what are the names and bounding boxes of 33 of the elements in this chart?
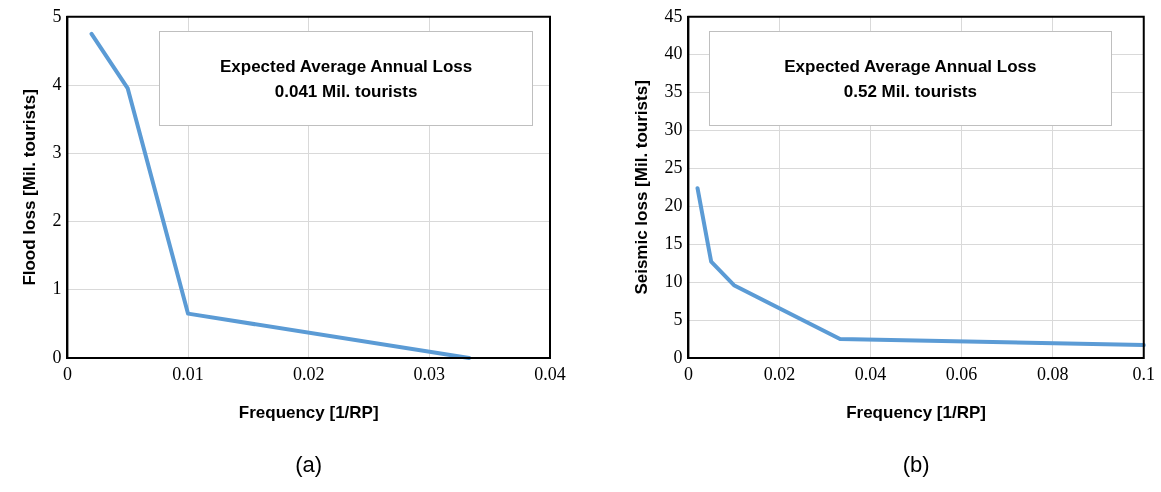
text: (b)	[902, 452, 930, 478]
x-tick-label: 0.01	[172, 363, 204, 384]
y-tick-label: 35	[664, 81, 683, 102]
y-axis-title: Seismic loss [Mil. tourists]	[631, 80, 651, 295]
y-tick-label: 0	[673, 346, 683, 367]
y-tick-label: 4	[52, 73, 62, 94]
x-tick-label: 0.02	[292, 363, 325, 384]
y-tick-label: 30	[664, 119, 683, 140]
y-tick-label: 3	[52, 142, 62, 163]
y-tick-label: 5	[673, 308, 683, 329]
x-tick-label: 0.1	[1132, 363, 1155, 384]
note-box: Expected Average Annual Loss 0.041 Mil. tourists	[159, 30, 534, 126]
y-tick-label: 45	[664, 5, 683, 26]
x-tick-label: 0.03	[413, 363, 446, 384]
x-axis-title: Frequency [1/RP]	[238, 403, 379, 423]
x-tick-label: 0.02	[763, 363, 796, 384]
x-tick-label: 0.04	[854, 363, 887, 384]
x-axis-title: Frequency [1/RP]	[846, 403, 986, 423]
y-tick-label: 10	[664, 270, 683, 291]
y-tick-label: 1	[52, 278, 62, 299]
x-tick-label: 0.04	[534, 363, 566, 384]
y-tick-label: 2	[52, 210, 62, 231]
x-tick-label: 0.06	[945, 363, 978, 384]
y-tick-label: 25	[664, 157, 683, 178]
y-axis-title: Flood loss [Mil. tourists]	[19, 89, 39, 286]
note-box: Expected Average Annual Loss 0.52 Mil. tourists	[708, 30, 1112, 126]
x-tick-label: 0.08	[1036, 363, 1069, 384]
text: (a)	[295, 452, 323, 478]
y-tick-label: 20	[664, 195, 683, 216]
y-tick-label: 5	[52, 5, 62, 26]
y-tick-label: 15	[664, 233, 683, 253]
y-tick-label: 40	[664, 43, 683, 64]
y-tick-label: 0	[52, 346, 62, 367]
